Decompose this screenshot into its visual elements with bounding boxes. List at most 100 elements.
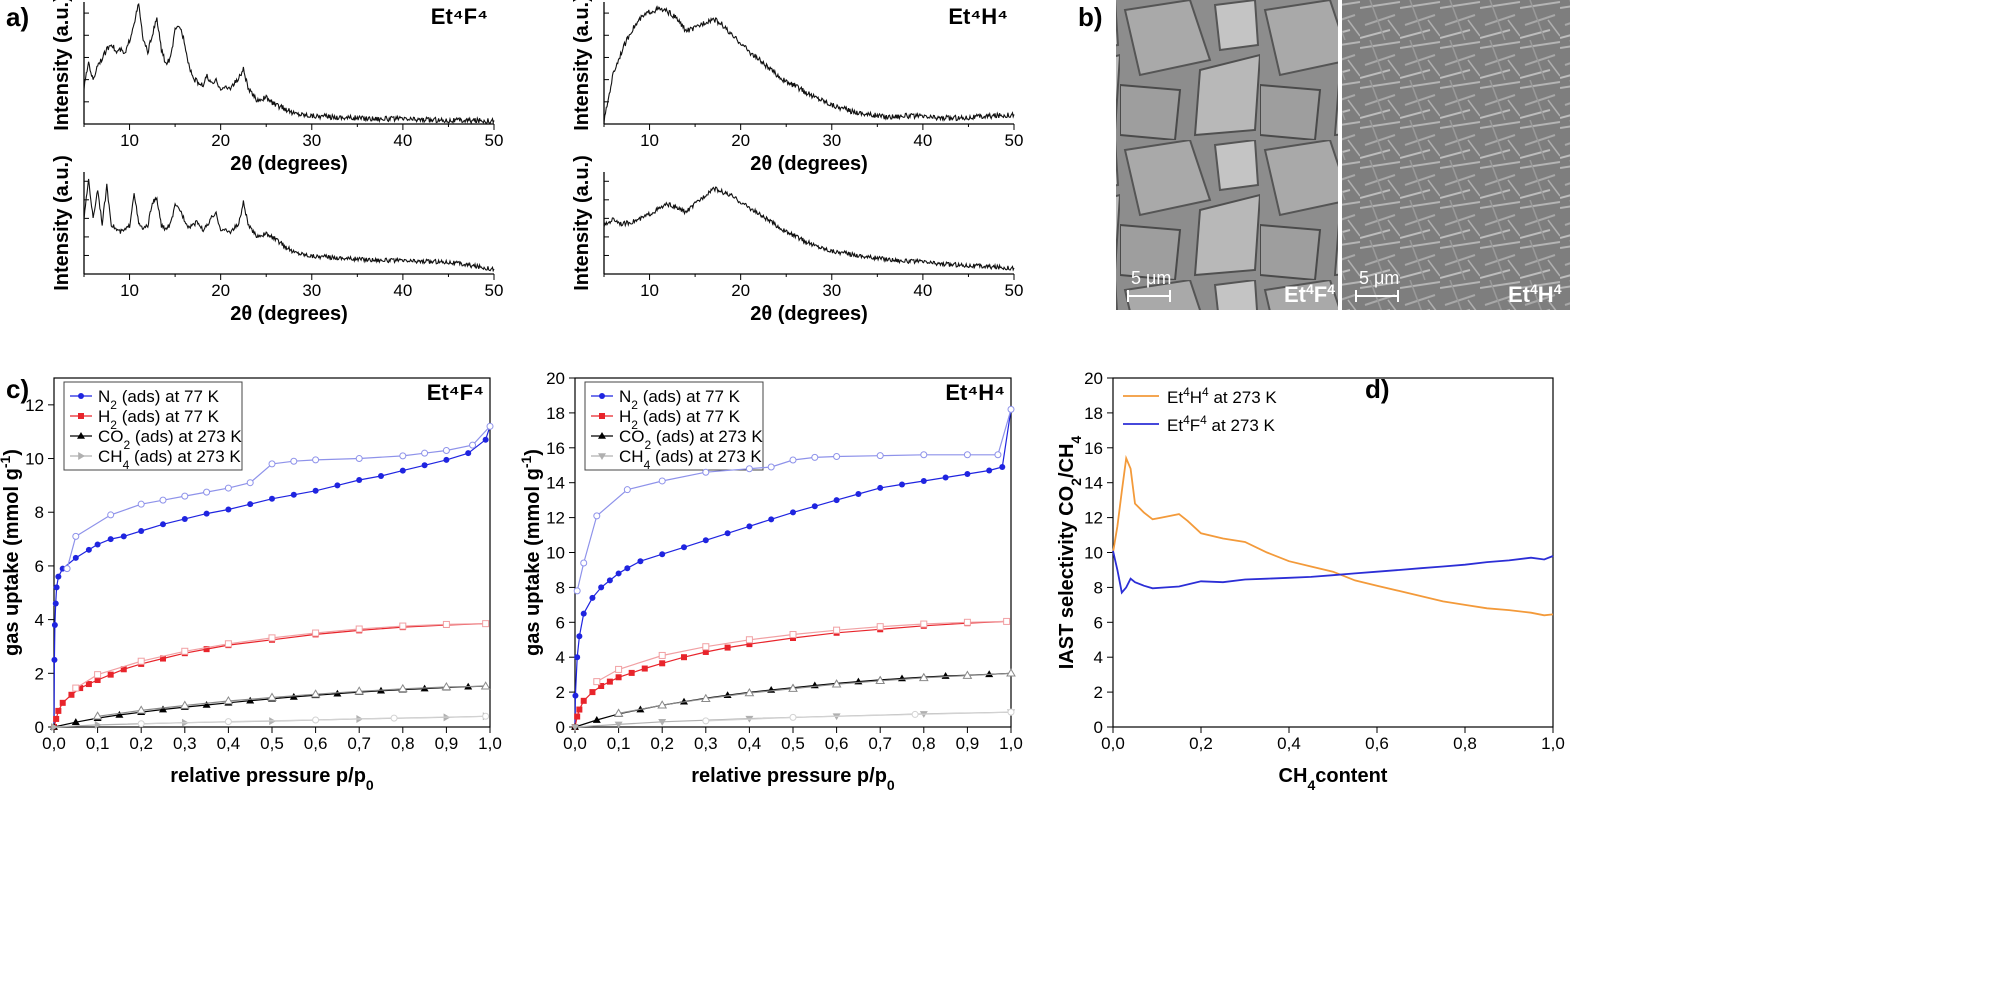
x-tick-label: 50 <box>485 281 504 300</box>
data-point <box>59 699 66 706</box>
xrd-trace <box>83 2 495 125</box>
y-axis-label: gas uptake (mmol g-1) <box>518 449 544 656</box>
data-point <box>598 584 605 591</box>
data-point <box>1007 708 1015 716</box>
data-point <box>72 554 79 561</box>
y-tick-label: 12 <box>546 509 565 528</box>
data-point <box>831 679 842 688</box>
data-point <box>855 491 862 498</box>
data-point <box>580 697 587 704</box>
y-tick-label: 4 <box>1094 648 1103 667</box>
x-tick-label: 0,3 <box>173 734 197 753</box>
data-point <box>833 626 841 634</box>
x-tick-label: 50 <box>485 131 504 150</box>
sem-image-et4f4: 5 μm Et4F4 <box>1116 0 1338 310</box>
data-point <box>637 558 644 565</box>
data-point <box>790 509 796 516</box>
x-axis-label: 2θ (degrees) <box>230 153 348 175</box>
series-line <box>97 685 486 717</box>
series-line <box>66 425 491 569</box>
series-line <box>705 711 1012 722</box>
x-tick-label: 10 <box>640 131 659 150</box>
data-point <box>442 446 450 454</box>
legend-marker <box>599 393 605 399</box>
legend-entry: N2 (ads) at 77 K <box>98 387 220 412</box>
panel-a-label: a) <box>6 2 29 32</box>
data-point <box>876 452 884 460</box>
data-point <box>788 683 798 692</box>
data-point <box>94 671 102 679</box>
legend-entry: CH4 (ads) at 273 K <box>98 447 241 472</box>
data-point <box>137 657 145 665</box>
y-tick-label: 6 <box>556 613 565 632</box>
data-point <box>659 660 666 667</box>
x-tick-label: 1,0 <box>1541 734 1565 753</box>
data-point <box>480 681 491 690</box>
legend-entry: H2 (ads) at 77 K <box>619 407 741 432</box>
data-point <box>51 723 58 731</box>
data-point <box>920 620 928 628</box>
data-point <box>700 693 711 703</box>
y-tick-label: 2 <box>556 683 565 702</box>
x-tick-label: 0,1 <box>607 734 631 753</box>
y-tick-label: 2 <box>35 664 44 683</box>
data-point <box>399 467 406 474</box>
data-point <box>378 472 384 479</box>
data-point <box>768 516 775 523</box>
x-tick-label: 10 <box>120 131 139 150</box>
x-tick-label: 20 <box>211 281 230 300</box>
x-axis-label: 2θ (degrees) <box>230 303 348 325</box>
data-point <box>482 620 490 628</box>
data-point <box>120 533 127 540</box>
data-point <box>681 544 687 551</box>
data-point <box>160 521 166 528</box>
data-point <box>71 718 80 725</box>
data-point <box>702 468 710 476</box>
y-tick-label: 6 <box>35 557 44 576</box>
data-point <box>628 669 635 676</box>
legend-entry: H2 (ads) at 77 K <box>98 407 220 432</box>
data-point <box>606 678 613 685</box>
data-point <box>811 503 818 510</box>
xrd-chart-et4h4-bottom: 10 20 30 40 50 2θ (degrees) Intensity (a.u.) <box>571 155 1023 325</box>
data-point <box>355 625 363 633</box>
data-point <box>53 715 60 722</box>
data-point <box>224 640 232 648</box>
data-point <box>115 710 124 718</box>
chart-title: Et⁴F⁴ <box>431 4 488 29</box>
data-point <box>899 481 905 488</box>
series-line <box>1112 550 1554 595</box>
y-tick-label: 20 <box>546 369 565 388</box>
data-point <box>390 714 398 722</box>
x-axis-label: CH4content <box>1279 765 1388 793</box>
data-point <box>120 666 127 673</box>
data-point <box>789 713 797 721</box>
data-point <box>290 457 298 465</box>
data-point <box>203 510 210 517</box>
y-tick-label: 8 <box>556 578 565 597</box>
data-point <box>441 682 452 691</box>
y-tick-label: 6 <box>1094 613 1103 632</box>
data-point <box>94 677 101 684</box>
legend-marker <box>599 413 605 419</box>
data-point <box>267 692 277 701</box>
legend-marker <box>78 413 84 419</box>
data-point <box>52 600 59 607</box>
x-tick-label: 0,9 <box>956 734 980 753</box>
data-point <box>658 718 667 726</box>
series-line <box>1112 454 1554 617</box>
data-point <box>107 671 114 678</box>
x-tick-label: 0,4 <box>738 734 762 753</box>
data-point <box>136 705 147 714</box>
legend-entry: CO2 (ads) at 273 K <box>619 427 763 452</box>
data-point <box>962 670 973 679</box>
data-point <box>994 451 1002 459</box>
x-tick-label: 50 <box>1005 131 1024 150</box>
data-point <box>354 686 365 695</box>
data-point <box>68 691 75 698</box>
data-point <box>179 700 190 709</box>
data-point <box>94 720 102 729</box>
data-point <box>443 456 450 463</box>
data-point <box>482 436 489 443</box>
